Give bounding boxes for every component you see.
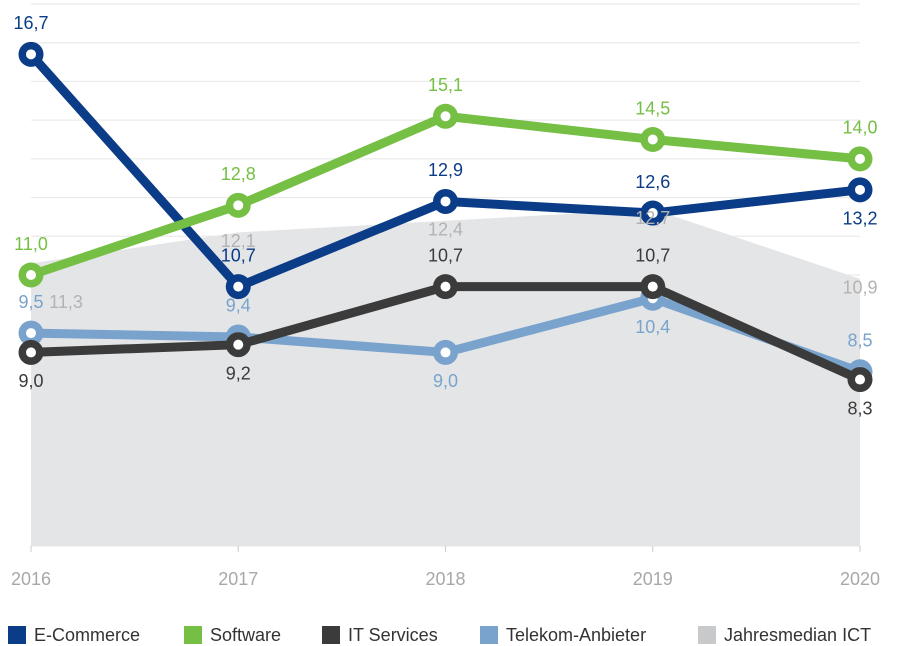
point-center: [26, 49, 36, 60]
data-label: 14,0: [842, 118, 877, 138]
point-center: [26, 328, 36, 339]
point-center: [855, 184, 865, 195]
legend-label: Telekom-Anbieter: [506, 625, 646, 645]
data-label: 14,5: [635, 98, 670, 118]
data-label: 10,4: [635, 317, 670, 337]
data-label: 8,5: [847, 331, 872, 351]
point-center: [647, 281, 658, 292]
data-label: 12,4: [428, 220, 463, 240]
legend-label: IT Services: [348, 625, 438, 645]
point-center: [647, 134, 658, 145]
data-label: 16,7: [13, 13, 48, 33]
data-label: 9,0: [433, 371, 458, 391]
data-label: 9,4: [226, 296, 251, 316]
legend-swatch: [698, 626, 716, 644]
point-center: [26, 270, 36, 280]
legend-swatch: [8, 626, 26, 644]
point-center: [233, 200, 244, 211]
data-label: 11,3: [49, 292, 83, 312]
point-center: [440, 111, 451, 122]
data-label: 15,1: [428, 75, 463, 95]
x-tick-label: 2018: [425, 569, 465, 589]
data-label: 10,7: [635, 245, 670, 265]
legend-swatch: [322, 626, 340, 644]
point-center: [855, 374, 865, 385]
data-label: 10,7: [221, 245, 256, 265]
point-center: [647, 208, 658, 219]
data-label: 8,3: [847, 398, 872, 418]
data-label: 12,8: [221, 164, 256, 184]
point-center: [233, 281, 244, 292]
legend-swatch: [480, 626, 498, 644]
x-tick-label: 2020: [840, 569, 880, 589]
data-label: 12,9: [428, 160, 463, 180]
legend-swatch: [184, 626, 202, 644]
point-center: [855, 153, 865, 164]
point-center: [440, 196, 451, 207]
point-center: [440, 347, 451, 358]
data-label: 10,9: [842, 278, 877, 298]
x-tick-label: 2017: [218, 569, 258, 589]
legend-label: Software: [210, 625, 281, 645]
legend-label: Jahresmedian ICT: [724, 625, 871, 645]
data-label: 12,7: [635, 208, 670, 228]
data-label: 9,2: [226, 363, 251, 383]
x-tick-label: 2016: [11, 569, 51, 589]
data-label: 12,6: [635, 172, 670, 192]
legend-label: E-Commerce: [34, 625, 140, 645]
data-label: 12,1: [221, 231, 256, 251]
data-label: 13,2: [842, 209, 877, 229]
point-center: [440, 281, 451, 292]
x-tick-label: 2019: [633, 569, 673, 589]
point-center: [26, 347, 36, 358]
data-label: 10,7: [428, 245, 463, 265]
data-label: 9,0: [18, 371, 43, 391]
data-label: 11,0: [14, 234, 48, 254]
point-center: [233, 339, 244, 350]
data-label: 9,5: [18, 292, 43, 312]
